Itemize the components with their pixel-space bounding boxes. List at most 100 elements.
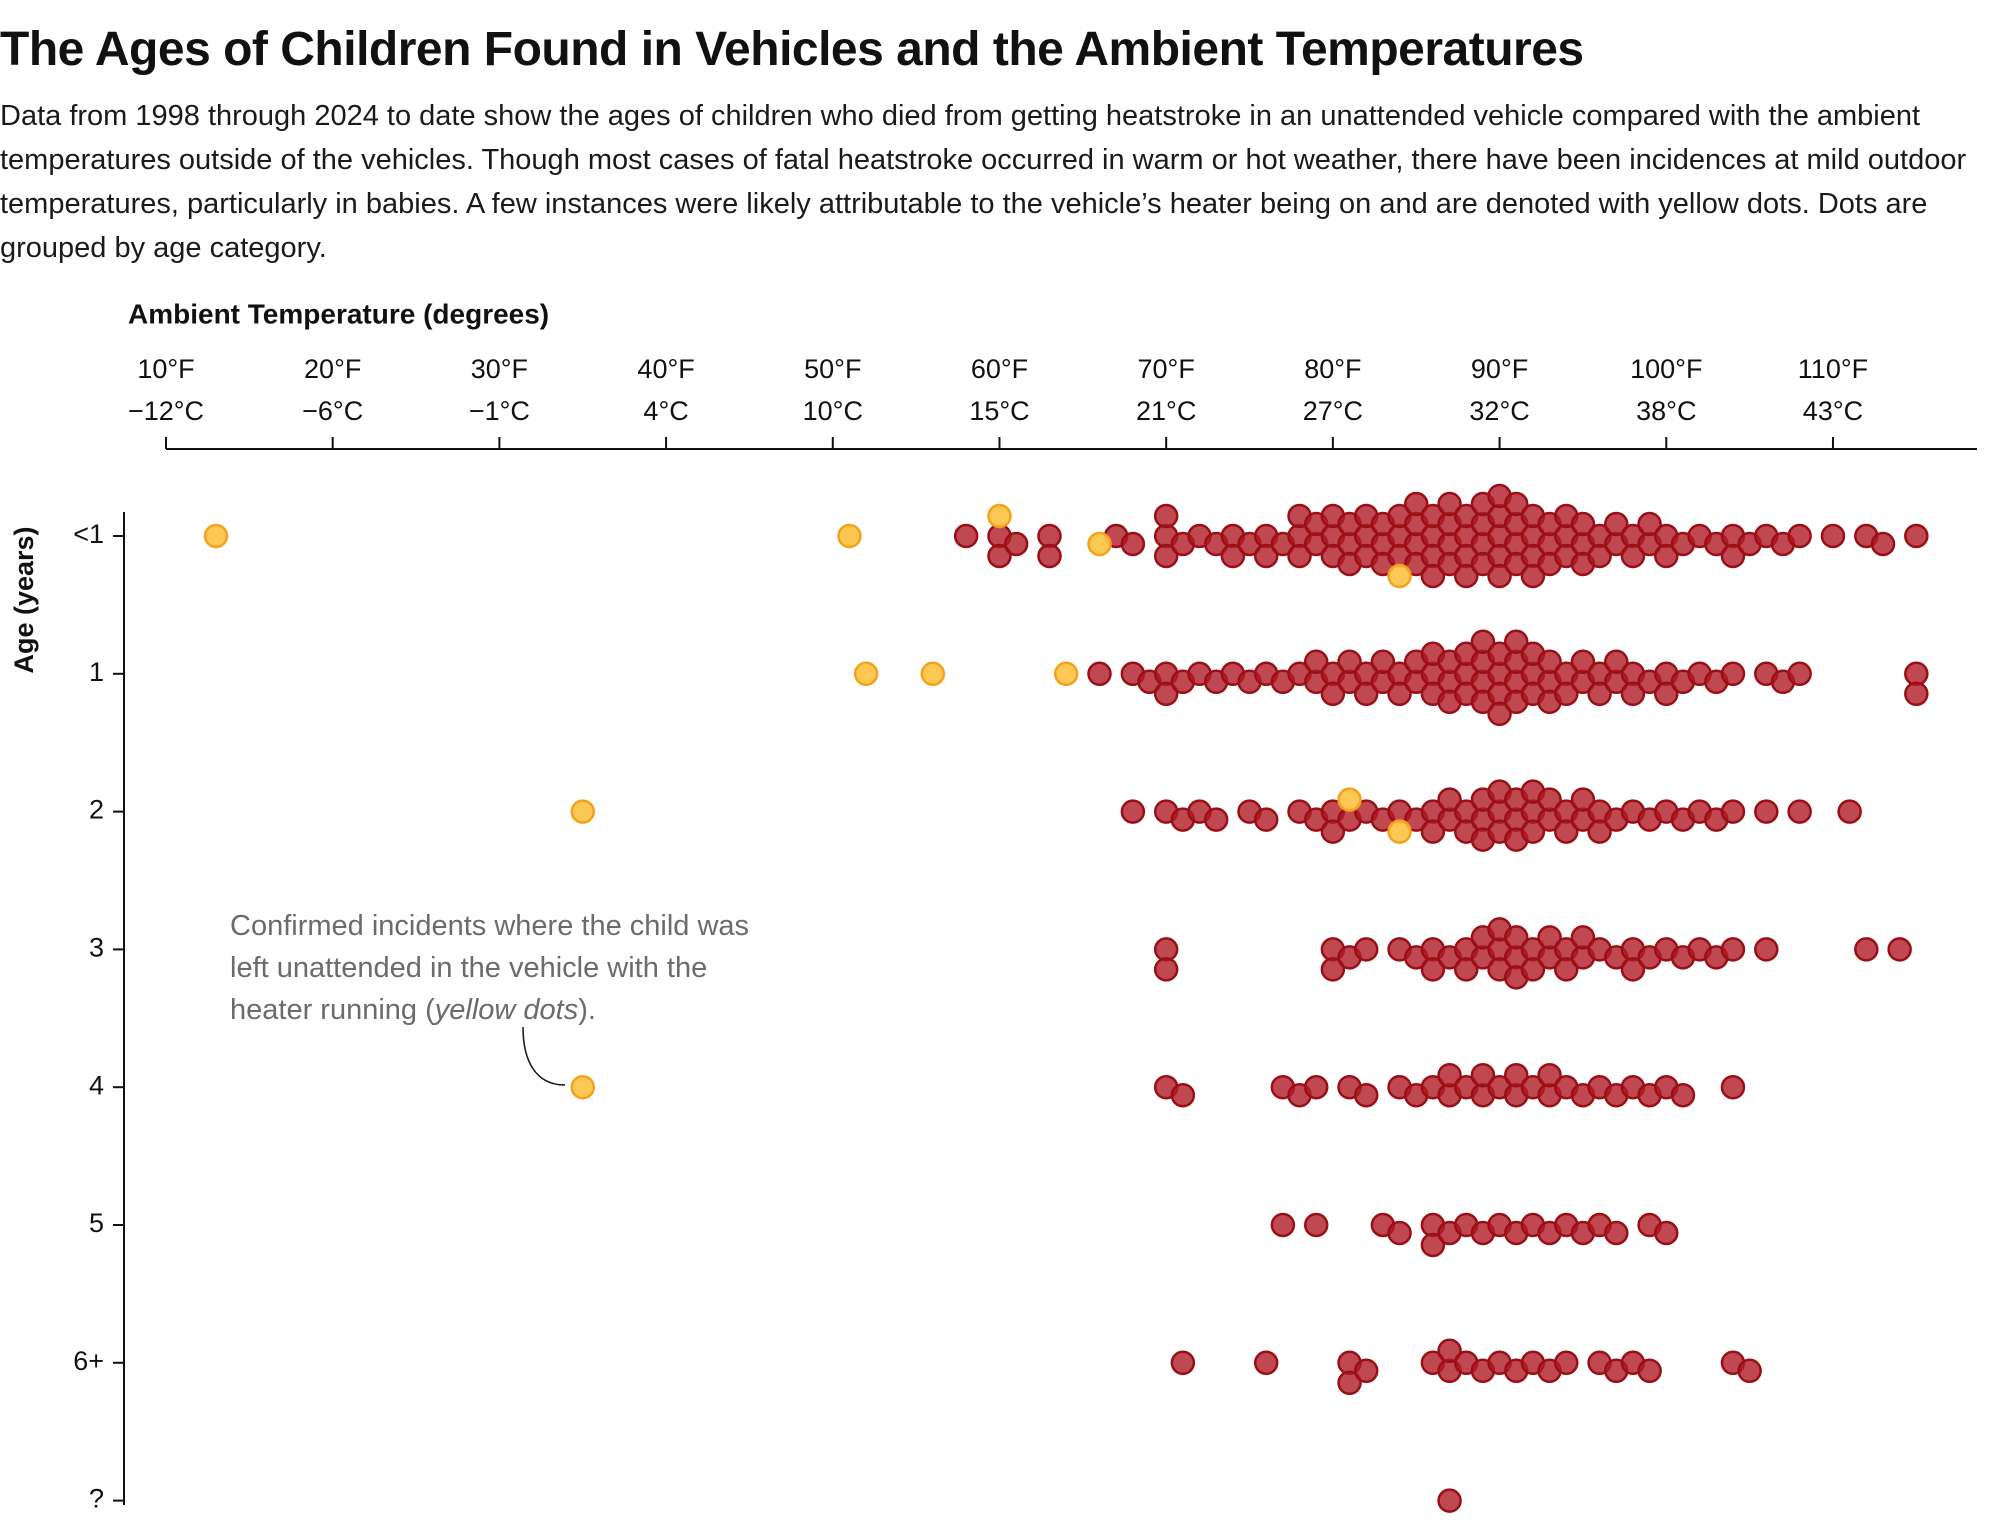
y-tick-label: 5	[89, 1208, 104, 1238]
case-dot	[1270, 1212, 1296, 1238]
annotation-emphasis: yellow dots	[434, 994, 579, 1026]
case-dot	[1087, 661, 1112, 687]
case-dot	[1570, 649, 1596, 675]
case-dot	[1303, 1212, 1329, 1238]
case-dot	[1870, 531, 1896, 557]
case-dot	[1587, 681, 1612, 707]
x-tick-label: 30°F	[471, 354, 528, 384]
case-dot	[1587, 543, 1612, 569]
case-dot	[1437, 787, 1462, 812]
x-tick-label-celsius: 21°C	[1136, 396, 1196, 426]
case-dot	[1353, 1358, 1379, 1384]
heater-dot	[203, 523, 229, 549]
case-dot	[1337, 649, 1362, 675]
case-dot	[1170, 1082, 1196, 1108]
y-tick-label: <1	[73, 519, 104, 549]
case-dot	[1470, 1062, 1496, 1088]
case-dot	[1320, 681, 1346, 707]
x-tick-label: 40°F	[637, 354, 694, 384]
case-dot	[1520, 819, 1546, 844]
case-dot	[1604, 649, 1629, 675]
x-axis-title: Ambient Temperature (degrees)	[128, 298, 549, 329]
case-dot	[1787, 661, 1812, 687]
case-dot	[1420, 819, 1446, 844]
case-dot	[987, 543, 1012, 569]
case-dot	[1037, 523, 1062, 549]
y-tick-label: 4	[89, 1070, 104, 1100]
case-dot	[1153, 937, 1179, 962]
case-dot	[1720, 543, 1746, 569]
chart-title: The Ages of Children Found in Vehicles a…	[0, 23, 1584, 76]
y-tick-label: 6+	[73, 1346, 104, 1376]
case-dot	[1453, 957, 1479, 982]
case-dot	[1720, 799, 1746, 824]
chart-subtitle: Data from 1998 through 2024 to date show…	[0, 100, 1967, 264]
case-dot	[1554, 819, 1579, 844]
case-dot	[1353, 681, 1379, 707]
x-tick-label-celsius: 43°C	[1803, 396, 1863, 426]
heater-dot	[1387, 819, 1412, 844]
case-dot	[1637, 511, 1662, 537]
case-dot	[1353, 1082, 1379, 1108]
case-dot	[1487, 701, 1512, 727]
annotation: Confirmed incidents where the child was …	[230, 905, 790, 1031]
case-dot	[1570, 925, 1596, 950]
case-dot	[1620, 681, 1646, 707]
case-dot	[1787, 799, 1812, 824]
heater-dot	[1337, 787, 1362, 812]
x-tick-label-celsius: −12°C	[128, 396, 204, 426]
case-dot	[1203, 807, 1229, 832]
x-tick-label: 90°F	[1471, 354, 1528, 384]
case-dot	[1437, 1488, 1462, 1513]
heater-dot	[1087, 531, 1112, 557]
case-dot	[1604, 511, 1629, 537]
x-tick-label-celsius: 38°C	[1636, 396, 1696, 426]
case-dot	[1153, 543, 1179, 569]
case-dot	[1503, 1062, 1529, 1088]
case-dot	[1670, 1082, 1696, 1108]
x-tick-label: 110°F	[1798, 354, 1868, 384]
case-dot	[1453, 563, 1479, 589]
annotation-text: Confirmed incidents where the child was …	[230, 910, 750, 1026]
case-dot	[1537, 1062, 1562, 1088]
case-dot	[1153, 681, 1179, 707]
x-tick-label: 70°F	[1138, 354, 1195, 384]
case-dot	[1820, 523, 1846, 549]
x-tick-label-celsius: 27°C	[1303, 396, 1363, 426]
case-dot	[1253, 807, 1279, 832]
case-dot	[1720, 661, 1746, 687]
y-tick-label: 1	[89, 657, 104, 687]
heater-dot	[570, 799, 595, 824]
case-dot	[1904, 681, 1929, 707]
case-dot	[1654, 543, 1679, 569]
x-tick-label-celsius: 4°C	[643, 396, 688, 426]
case-dot	[1437, 1338, 1462, 1364]
case-dot	[1754, 937, 1779, 962]
case-dot	[1370, 649, 1396, 675]
case-dot	[1554, 957, 1579, 982]
case-dot	[1437, 1062, 1462, 1088]
case-dot	[1503, 629, 1529, 655]
case-dot	[1303, 649, 1329, 675]
case-dot	[1503, 925, 1529, 950]
case-dot	[1737, 1358, 1762, 1384]
case-dot	[1904, 661, 1929, 687]
case-dot	[1420, 957, 1446, 982]
case-dot	[1220, 543, 1246, 569]
case-dot	[1287, 543, 1312, 569]
case-dot	[1320, 819, 1346, 844]
case-dot	[1170, 1350, 1196, 1376]
x-tick-label-celsius: −6°C	[302, 396, 363, 426]
case-dot	[1437, 491, 1462, 517]
case-dot	[1387, 681, 1412, 707]
case-dot	[1837, 799, 1862, 824]
case-dot	[1637, 1358, 1662, 1384]
x-tick-label-celsius: 10°C	[803, 396, 863, 426]
x-tick-label-celsius: 15°C	[969, 396, 1029, 426]
y-axis-title: Age (years)	[9, 526, 39, 673]
case-dot	[1537, 787, 1562, 812]
case-dot	[1554, 681, 1579, 707]
x-tick-label: 10°F	[137, 354, 194, 384]
